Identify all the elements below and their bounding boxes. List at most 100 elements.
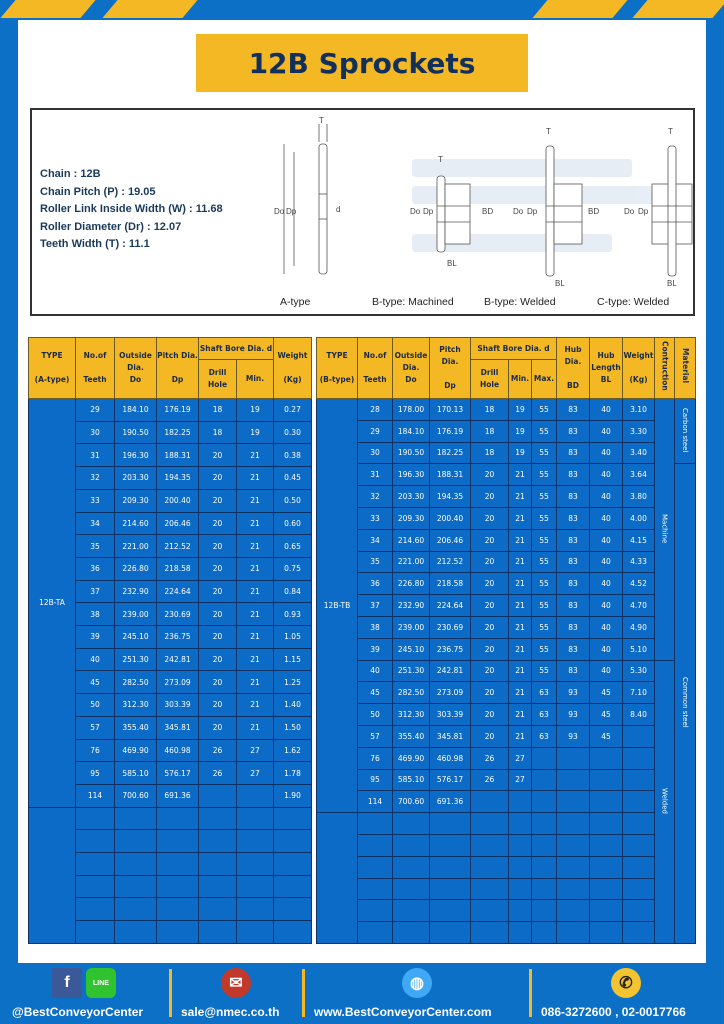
header-min: Min. xyxy=(236,359,274,399)
cell-hub-dia xyxy=(556,790,590,814)
phone-icon: ✆ xyxy=(611,968,641,998)
label-do: Do xyxy=(274,207,285,216)
cell-pitch-dia: 194.35 xyxy=(429,485,471,508)
table-row: 95 585.10 576.17 26 27 1.78 xyxy=(29,761,312,785)
cell-min-bore xyxy=(508,899,532,923)
cell-hub-length: 45 xyxy=(589,724,623,748)
cell-hub-length: 40 xyxy=(589,398,623,421)
cell-min-bore xyxy=(508,833,532,857)
cell-min-bore: 21 xyxy=(236,693,274,717)
table-row xyxy=(29,874,312,899)
cell-drill-hole xyxy=(470,899,509,923)
facebook-icon[interactable]: f xyxy=(52,968,82,998)
cell-weight: 4.15 xyxy=(622,528,655,552)
cell-hub-length xyxy=(589,899,623,923)
cell-teeth: 33 xyxy=(75,488,115,513)
cell-drill-hole: 20 xyxy=(470,550,509,574)
divider xyxy=(169,969,172,1017)
cell-outside-dia: 282.50 xyxy=(114,670,157,695)
cell-hub-length: 40 xyxy=(589,485,623,508)
cell-weight: 0.65 xyxy=(273,534,312,558)
phone-numbers[interactable]: 086-3272600 , 02-0017766 xyxy=(541,1005,686,1019)
caption-c-welded: C-type: Welded xyxy=(597,296,670,308)
cell-hub-length: 40 xyxy=(589,594,623,617)
cell-hub-dia: 83 xyxy=(556,398,590,421)
header-teeth: No.of Teeth xyxy=(75,337,115,399)
cell-drill-hole xyxy=(198,829,237,854)
cell-drill-hole xyxy=(470,812,509,835)
cell-outside-dia: 585.10 xyxy=(114,761,157,785)
cell-teeth: 50 xyxy=(357,703,393,726)
table-row: 37 232.90 224.64 20 21 0.84 xyxy=(29,579,312,604)
cell-min-bore: 21 xyxy=(508,463,532,487)
email-link[interactable]: sale@nmec.co.th xyxy=(181,1005,280,1019)
cell-max-bore: 63 xyxy=(531,724,557,748)
cell-min-bore: 21 xyxy=(508,550,532,574)
table-row: 31 196.30 188.31 20 21 0.38 xyxy=(29,443,312,468)
cell-teeth: 57 xyxy=(75,715,115,740)
cell-pitch-dia: 188.31 xyxy=(429,463,471,487)
table-row: 114 700.60 691.36 1.90 xyxy=(29,783,312,808)
cell-hub-dia: 83 xyxy=(556,506,590,530)
cell-max-bore: 55 xyxy=(531,594,557,617)
cell-hub-length xyxy=(589,921,623,944)
cell-outside-dia xyxy=(392,877,430,901)
cell-weight xyxy=(622,899,655,923)
social-handle[interactable]: @BestConveyorCenter xyxy=(12,1005,144,1019)
mail-icon: ✉ xyxy=(221,968,251,998)
cell-min-bore xyxy=(508,790,532,814)
cell-pitch-dia: 170.13 xyxy=(429,398,471,421)
cell-weight: 0.93 xyxy=(273,602,312,627)
website-link[interactable]: www.BestConveyorCenter.com xyxy=(314,1005,492,1019)
top-stripe xyxy=(102,0,198,18)
cell-pitch-dia: 460.98 xyxy=(156,738,199,763)
cell-weight: 4.52 xyxy=(622,572,655,596)
table-row: 30 190.50 182.25 18 19 55 83 40 3.40 xyxy=(317,441,696,465)
cell-outside-dia: 190.50 xyxy=(392,441,430,465)
cell-outside-dia xyxy=(114,874,157,899)
cell-hub-dia xyxy=(556,746,590,770)
cell-max-bore: 55 xyxy=(531,441,557,465)
cell-weight: 1.25 xyxy=(273,670,312,695)
cell-min-bore xyxy=(236,783,274,808)
b-type-table: TYPE (B-type) No.of Teeth Outside Dia. Do Pi… xyxy=(316,337,696,944)
cell-max-bore xyxy=(531,899,557,923)
label-do: Do xyxy=(513,207,524,216)
cell-min-bore xyxy=(236,874,274,899)
cell-hub-dia xyxy=(556,833,590,857)
cell-teeth: 76 xyxy=(357,746,393,770)
cell-pitch-dia: 242.81 xyxy=(156,647,199,672)
line-icon[interactable]: LINE xyxy=(86,968,116,998)
cell-outside-dia: 232.90 xyxy=(114,579,157,604)
cell-pitch-dia: 200.40 xyxy=(156,488,199,513)
cell-drill-hole: 20 xyxy=(198,534,237,558)
cell-outside-dia: 184.10 xyxy=(392,419,430,443)
cell-drill-hole: 18 xyxy=(470,398,509,421)
cell-outside-dia: 312.30 xyxy=(392,703,430,726)
cell-pitch-dia xyxy=(156,806,199,831)
cell-pitch-dia: 188.31 xyxy=(156,443,199,468)
cell-min-bore: 21 xyxy=(508,528,532,552)
cell-teeth: 45 xyxy=(75,670,115,695)
cell-outside-dia: 355.40 xyxy=(114,715,157,740)
cell-min-bore xyxy=(236,829,274,854)
cell-min-bore xyxy=(508,812,532,835)
cell-teeth: 31 xyxy=(357,463,393,487)
cell-min-bore: 21 xyxy=(236,579,274,604)
cell-min-bore: 21 xyxy=(508,615,532,639)
type-cell xyxy=(28,806,76,944)
cell-drill-hole: 20 xyxy=(470,506,509,530)
cell-teeth: 37 xyxy=(357,594,393,617)
cell-weight xyxy=(273,806,312,831)
cell-weight: 0.84 xyxy=(273,579,312,604)
cell-min-bore xyxy=(236,852,274,876)
cell-teeth: 34 xyxy=(75,511,115,536)
header-max: Max. xyxy=(531,359,557,399)
cell-pitch-dia: 182.25 xyxy=(156,420,199,445)
cell-drill-hole: 20 xyxy=(198,511,237,536)
cell-outside-dia: 312.30 xyxy=(114,693,157,717)
cell-max-bore xyxy=(531,790,557,814)
cell-outside-dia: 245.10 xyxy=(114,625,157,649)
cell-outside-dia xyxy=(392,812,430,835)
cell-hub-length: 40 xyxy=(589,659,623,683)
